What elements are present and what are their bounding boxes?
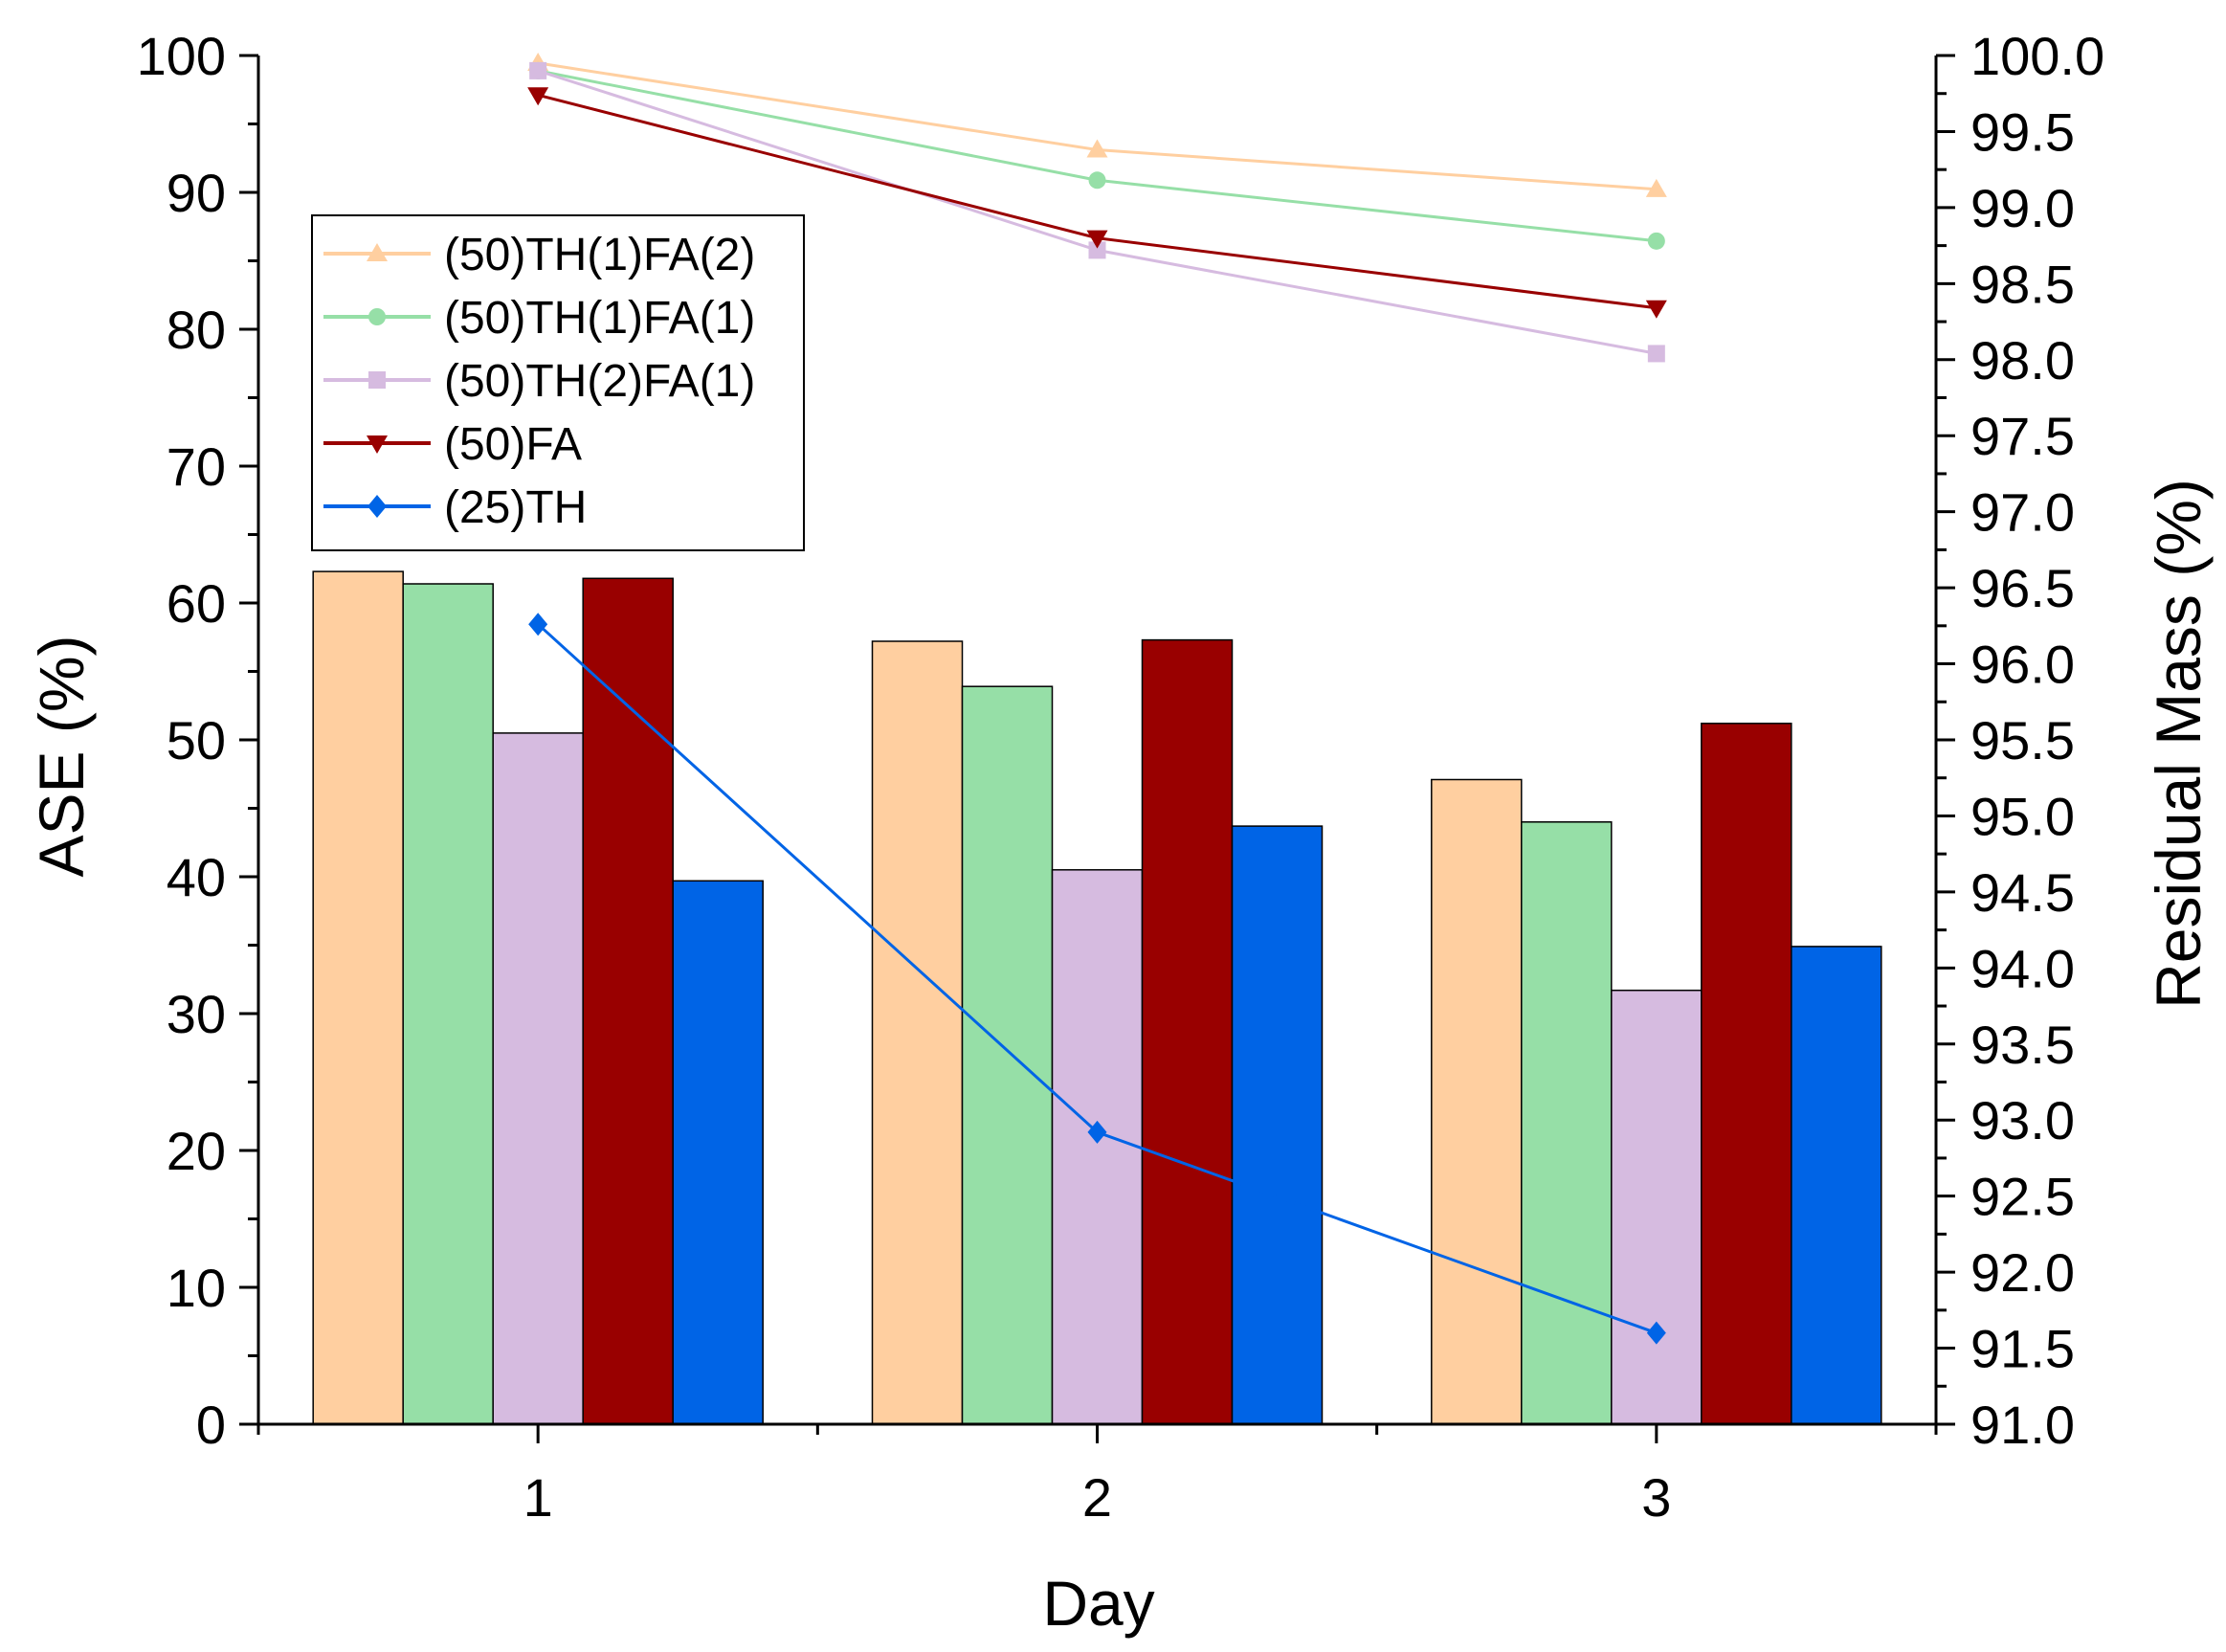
y2-tick-label-95.0: 95.0	[1970, 786, 2075, 846]
bar-(50)TH(2)FA(1)-day-2	[1051, 869, 1144, 1425]
lines-layer	[527, 52, 1667, 1345]
y-tick-label-40: 40	[167, 847, 226, 907]
y2-axis-title: Residual Mass (%)	[2143, 479, 2214, 1009]
y2-tick-label-97.0: 97.0	[1970, 482, 2075, 543]
point-(50)TH(2)FA(1)-day-3	[1647, 345, 1665, 363]
y-tick-label-100: 100	[137, 26, 226, 86]
legend-label-(50)FA: (50)FA	[444, 419, 582, 470]
point-(50)TH(1)FA(2)-day-2	[1086, 139, 1108, 158]
bar-(50)TH(1)FA(1)-day-1	[402, 583, 494, 1425]
bar-(50)TH(2)FA(1)-day-3	[1611, 989, 1703, 1425]
x-axis-title: Day	[1042, 1568, 1154, 1639]
y2-tick-label-100.0: 100.0	[1970, 26, 2104, 86]
point-(50)FA-day-1	[527, 87, 549, 106]
legend-label-(25)TH: (25)TH	[444, 482, 587, 533]
y-tick-label-50: 50	[167, 710, 226, 770]
legend-box	[311, 214, 805, 551]
point-(25)TH-day-3	[1646, 1321, 1666, 1345]
x-tick-label-3: 3	[1641, 1467, 1671, 1528]
bar-(50)TH(1)FA(2)-day-3	[1431, 778, 1523, 1425]
point-(50)FA-day-3	[1645, 300, 1667, 319]
point-(50)FA-day-2	[1086, 230, 1108, 249]
bar-(50)TH(2)FA(1)-day-1	[492, 732, 584, 1425]
y2-tick-label-93.5: 93.5	[1970, 1015, 2075, 1075]
y-tick-label-70: 70	[167, 436, 226, 497]
point-(50)TH(1)FA(1)-day-2	[1088, 171, 1106, 190]
bar-(50)FA-day-1	[582, 577, 674, 1425]
point-(25)TH-day-1	[528, 613, 548, 636]
line-(50)TH(1)FA(2)	[537, 61, 1657, 191]
point-(50)TH(1)FA(1)-day-3	[1647, 232, 1665, 250]
x-tick-label-2: 2	[1082, 1467, 1112, 1528]
bar-(50)FA-day-3	[1701, 723, 1792, 1425]
point-(50)TH(2)FA(1)-day-1	[529, 61, 547, 79]
y2-tick-label-98.5: 98.5	[1970, 254, 2075, 314]
y2-tick-label-97.5: 97.5	[1970, 406, 2075, 466]
legend-label-(50)TH(1)FA(2): (50)TH(1)FA(2)	[444, 230, 755, 280]
bar-(50)FA-day-2	[1141, 638, 1234, 1425]
point-(25)TH-day-2	[1087, 1120, 1107, 1144]
legend-marker-(50)TH(2)FA(1)	[368, 371, 386, 389]
y2-tick-label-91.5: 91.5	[1970, 1319, 2075, 1379]
legend-marker-(50)FA	[367, 435, 388, 454]
bar-(25)TH-day-3	[1791, 946, 1882, 1425]
bar-(25)TH-day-2	[1231, 825, 1324, 1425]
legend-label-(50)TH(2)FA(1): (50)TH(2)FA(1)	[444, 356, 755, 407]
y2-tick-label-96.5: 96.5	[1970, 558, 2075, 618]
y2-tick-label-92.5: 92.5	[1970, 1167, 2075, 1227]
y-tick-label-0: 0	[196, 1395, 226, 1455]
bar-(50)TH(1)FA(1)-day-3	[1521, 821, 1613, 1425]
y2-tick-label-94.5: 94.5	[1970, 862, 2075, 923]
y-tick-label-10: 10	[167, 1258, 226, 1318]
y-tick-label-90: 90	[167, 163, 226, 223]
y2-tick-label-96.0: 96.0	[1970, 635, 2075, 695]
y2-tick-label-95.5: 95.5	[1970, 710, 2075, 770]
legend-marker-(50)TH(1)FA(1)	[368, 308, 386, 325]
y-tick-label-60: 60	[167, 573, 226, 634]
y2-tick-label-91.0: 91.0	[1970, 1395, 2075, 1455]
y2-tick-label-99.5: 99.5	[1970, 101, 2075, 162]
y2-tick-label-93.0: 93.0	[1970, 1090, 2075, 1150]
legend-marker-(25)TH	[367, 495, 387, 518]
legend-label-(50)TH(1)FA(1): (50)TH(1)FA(1)	[444, 293, 755, 344]
x-tick-label-1: 1	[523, 1467, 553, 1528]
axes-layer: 0 10 20 30 40 50 60 70 80 90 100 91.0 91.5 92.0 92.5 93…	[137, 26, 2105, 1528]
bars-layer	[312, 570, 1882, 1425]
y2-tick-label-92.0: 92.0	[1970, 1242, 2075, 1303]
y-tick-label-30: 30	[167, 984, 226, 1044]
y-tick-label-20: 20	[167, 1121, 226, 1181]
bar-(25)TH-day-1	[672, 880, 764, 1425]
y2-tick-label-99.0: 99.0	[1970, 178, 2075, 238]
y-tick-label-80: 80	[167, 300, 226, 360]
bar-(50)TH(1)FA(2)-day-2	[871, 640, 964, 1425]
y2-tick-label-94.0: 94.0	[1970, 938, 2075, 998]
point-(50)TH(1)FA(2)-day-3	[1645, 178, 1667, 197]
y-axis-title: ASE (%)	[26, 635, 97, 877]
y2-tick-label-98.0: 98.0	[1970, 330, 2075, 391]
point-(50)TH(2)FA(1)-day-2	[1088, 241, 1106, 259]
bar-(50)TH(1)FA(2)-day-1	[312, 570, 404, 1425]
bar-(50)TH(1)FA(1)-day-2	[961, 685, 1054, 1425]
legend: (50)TH(1)FA(2) (50)TH(1)FA(1) (50)TH(2)FA(…	[311, 214, 805, 551]
legend-marker-(50)TH(1)FA(2)	[367, 243, 388, 261]
